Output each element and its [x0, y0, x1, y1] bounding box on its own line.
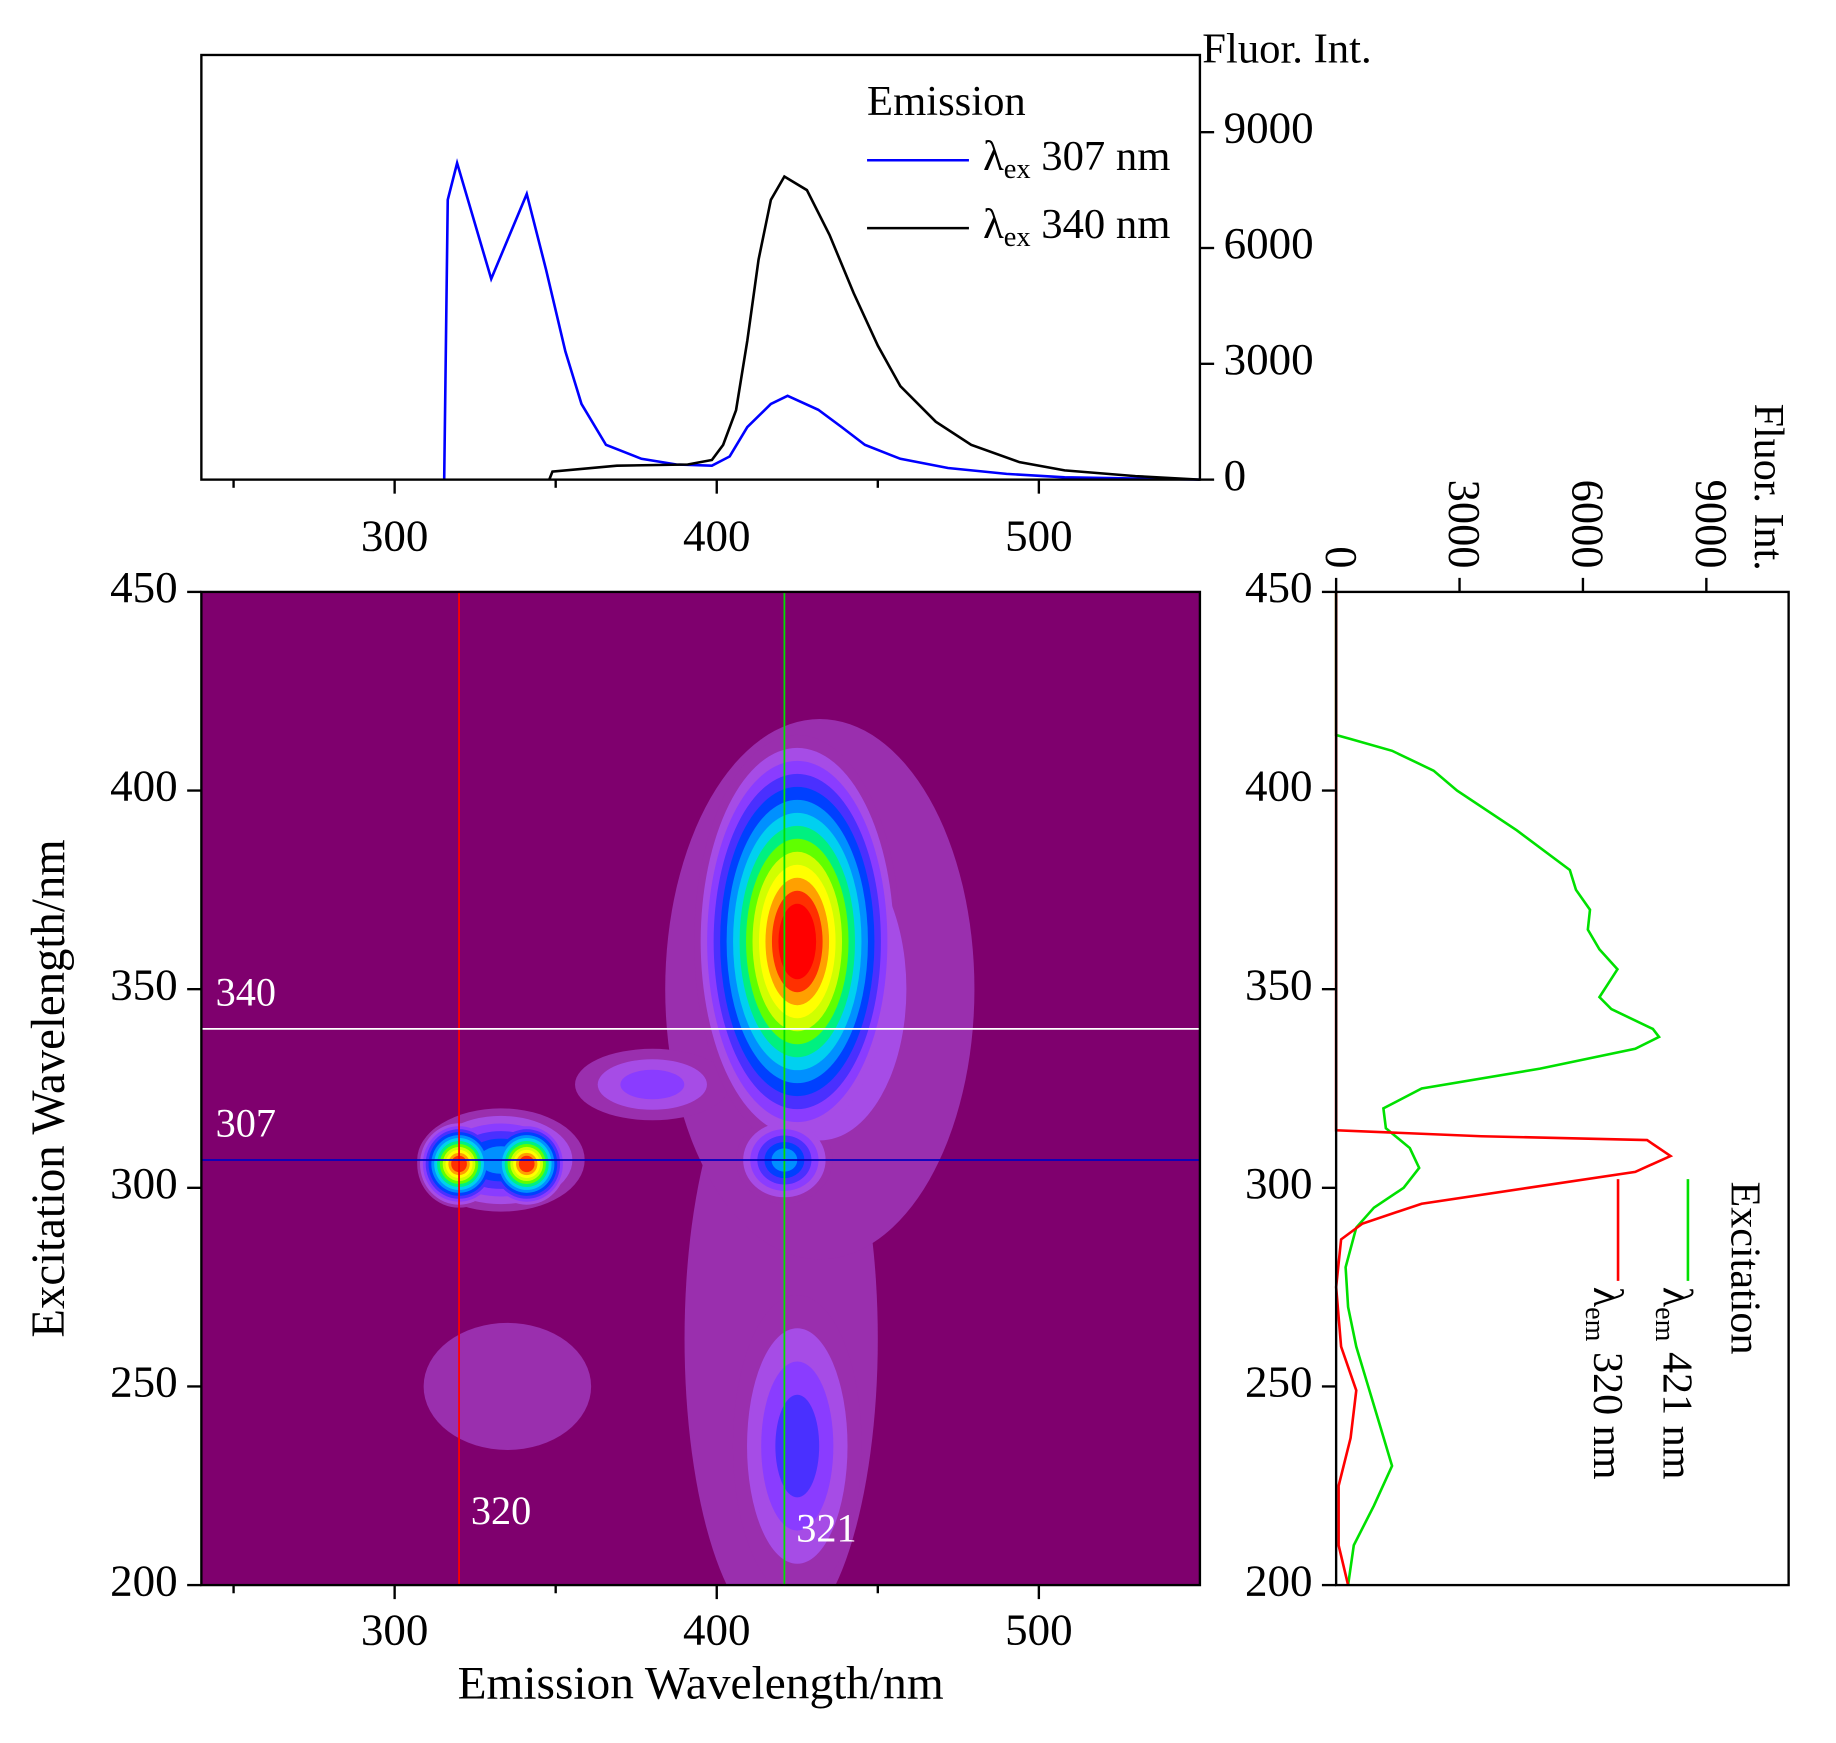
contour-level — [518, 1155, 535, 1173]
legend-text: 421 nm — [1654, 1341, 1701, 1479]
contour-level — [778, 903, 817, 980]
emission-line — [548, 174, 1200, 481]
legend-subscript: ex — [1004, 222, 1031, 253]
legend-label: λem 320 nm — [1578, 1287, 1631, 1480]
y-axis-title: Excitation Wavelength/nm — [23, 839, 75, 1337]
y-tick-label: 350 — [110, 960, 177, 1010]
legend-symbol: λ — [983, 133, 1004, 180]
legend-symbol: λ — [1654, 1287, 1701, 1308]
x-tick-label: 400 — [683, 511, 750, 561]
contour-level — [775, 1394, 820, 1498]
excitation-line — [1334, 591, 1674, 1586]
x-tick-label: 6000 — [1563, 480, 1613, 569]
plot-frame — [1334, 590, 1790, 1587]
y-tick-label: 200 — [1245, 1556, 1312, 1606]
y-tick-label: 200 — [110, 1556, 177, 1606]
y-axis-title: Fluor. Int. — [1202, 26, 1371, 73]
y-tick-label: 9000 — [1224, 103, 1314, 153]
y-tick-label: 6000 — [1224, 218, 1314, 268]
y-tick-label: 350 — [1245, 960, 1312, 1010]
y-tick-label: 300 — [1245, 1158, 1312, 1208]
plot-frame — [200, 590, 1202, 1587]
y-tick-label: 250 — [1245, 1357, 1312, 1407]
x-tick-label: 300 — [361, 1605, 428, 1655]
x-axis-title: Emission Wavelength/nm — [458, 1658, 944, 1710]
legend-subscript: em — [1578, 1307, 1609, 1341]
legend-label: λex 340 nm — [983, 201, 1170, 253]
legend-title: Excitation — [1721, 1181, 1768, 1354]
legend-title: Emission — [867, 78, 1026, 125]
legend-symbol: λ — [1584, 1287, 1631, 1308]
x-tick-label: 500 — [1005, 511, 1072, 561]
y-tick-label: 450 — [1245, 562, 1312, 612]
legend-text: 340 nm — [1031, 201, 1171, 248]
x-tick-label: 400 — [683, 1605, 750, 1655]
plot-frame — [200, 53, 1202, 481]
guide-label: 307 — [216, 1101, 276, 1146]
legend-symbol: λ — [983, 201, 1004, 248]
guide-label: 321 — [796, 1506, 856, 1551]
excitation-line — [1334, 591, 1662, 1586]
legend-label: λem 421 nm — [1648, 1287, 1701, 1480]
y-tick-label: 400 — [110, 761, 177, 811]
y-tick-label: 400 — [1245, 761, 1312, 811]
x-tick-label: 500 — [1005, 1605, 1072, 1655]
contour-level — [620, 1069, 685, 1100]
y-tick-label: 0 — [1224, 450, 1246, 500]
x-tick-label: 3000 — [1439, 480, 1489, 569]
x-tick-label: 300 — [361, 511, 428, 561]
contour-level — [423, 1322, 592, 1451]
legend-subscript: ex — [1004, 155, 1031, 186]
guide-label: 320 — [471, 1488, 531, 1533]
x-tick-label: 0 — [1316, 546, 1366, 568]
x-axis-title: Fluor. Int. — [1745, 404, 1792, 571]
legend-label: λex 307 nm — [983, 133, 1170, 185]
legend-subscript: em — [1648, 1307, 1679, 1341]
guide-label: 340 — [216, 970, 276, 1015]
contour-map: 320 321 340 307 — [201, 591, 1200, 1586]
y-tick-label: 300 — [110, 1158, 177, 1208]
y-tick-label: 3000 — [1224, 334, 1314, 384]
legend-text: 320 nm — [1584, 1341, 1631, 1479]
y-tick-label: 450 — [110, 562, 177, 612]
x-tick-label: 9000 — [1686, 480, 1736, 569]
y-tick-label: 250 — [110, 1357, 177, 1407]
legend-text: 307 nm — [1031, 133, 1171, 180]
emission-line — [442, 158, 1200, 481]
